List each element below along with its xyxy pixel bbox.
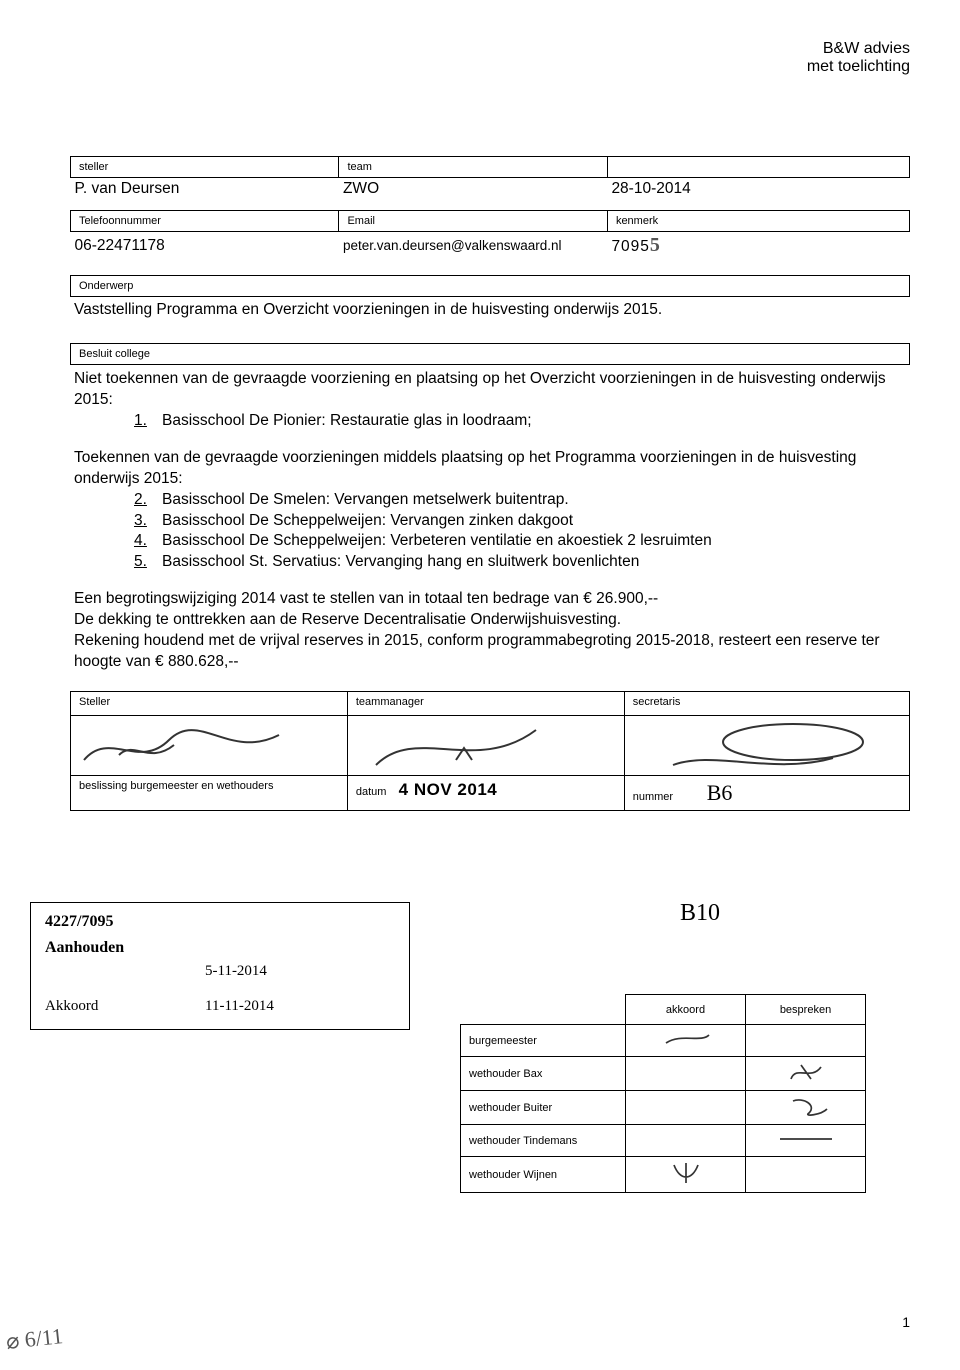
decision-status: Aanhouden (45, 939, 395, 957)
label-beslissing: beslissing burgemeester en wethouders (71, 775, 348, 810)
value-steller: P. van Deursen (71, 178, 339, 211)
decision-date1: 5-11-2014 (205, 963, 267, 980)
akk-ok (626, 1025, 746, 1057)
akk-name: burgemeester (461, 1025, 626, 1057)
label-datum: datum 4 NOV 2014 (347, 775, 624, 810)
akk-ok (626, 1057, 746, 1091)
decision-date2: 11-11-2014 (205, 998, 274, 1015)
page-number: 1 (902, 1314, 910, 1330)
label-email: Email (339, 211, 607, 232)
label-onderwerp: Onderwerp (70, 275, 910, 297)
li-num: 4. (134, 531, 162, 552)
nummer-handwritten: B6 (707, 780, 733, 805)
table-row: wethouder Tindemans (461, 1125, 866, 1157)
akk-head-akkoord: akkoord (626, 995, 746, 1025)
paraph-icon (666, 1161, 706, 1185)
decision-akkoord-label: Akkoord (45, 998, 205, 1015)
bio-handwritten: B10 (680, 900, 720, 927)
table-row: wethouder Wijnen (461, 1157, 866, 1193)
akkoord-table: akkoord bespreken burgemeester wethouder… (460, 994, 866, 1193)
decision-ref: 4227/7095 (45, 913, 395, 931)
akk-name: wethouder Bax (461, 1057, 626, 1091)
li-text: Basisschool De Smelen: Vervangen metselw… (162, 490, 569, 511)
li-num: 3. (134, 511, 162, 532)
akk-name: wethouder Buiter (461, 1091, 626, 1125)
label-besluit: Besluit college (70, 343, 910, 365)
margin-handwritten-note: ⌀ 6/11 (5, 1323, 64, 1355)
li-text: Basisschool St. Servatius: Vervanging ha… (162, 552, 639, 573)
header-line2: met toelichting (70, 58, 910, 76)
akk-name: wethouder Wijnen (461, 1157, 626, 1193)
sig-teammanager-cell (347, 715, 624, 775)
akk-name: wethouder Tindemans (461, 1125, 626, 1157)
besluit-p3: Een begrotingswijziging 2014 vast te ste… (74, 589, 906, 673)
label-team: team (339, 157, 607, 178)
signature-table: Steller teammanager secretaris beslissin… (70, 691, 910, 811)
label-telefoon: Telefoonnummer (71, 211, 339, 232)
doc-header: B&W advies met toelichting (70, 40, 910, 76)
paraph-icon (776, 1129, 836, 1149)
akk-bespreken (746, 1057, 866, 1091)
li-num: 5. (134, 552, 162, 573)
paraph-icon (781, 1095, 831, 1117)
akk-bespreken (746, 1091, 866, 1125)
label-sig-teammanager: teammanager (347, 691, 624, 715)
akk-ok (626, 1091, 746, 1125)
akk-bespreken (746, 1125, 866, 1157)
label-date-empty (607, 157, 909, 178)
kenmerk-printed: 7095 (611, 238, 649, 255)
sig-steller-cell (71, 715, 348, 775)
li-text: Basisschool De Scheppelweijen: Vervangen… (162, 511, 573, 532)
value-email: peter.van.deursen@valkenswaard.nl (339, 232, 607, 270)
besluit-p1: Niet toekennen van de gevraagde voorzien… (74, 369, 906, 411)
value-date: 28-10-2014 (607, 178, 909, 211)
li-text: Basisschool De Scheppelweijen: Verbetere… (162, 531, 712, 552)
kenmerk-hand: 5 (650, 234, 660, 256)
li-num: 2. (134, 490, 162, 511)
label-sig-steller: Steller (71, 691, 348, 715)
nummer-label-text: nummer (633, 791, 673, 803)
value-team: ZWO (339, 178, 607, 211)
paraph-icon (781, 1061, 831, 1083)
besluit-list1: 1.Basisschool De Pionier: Restauratie gl… (134, 411, 906, 432)
spacer (45, 963, 205, 980)
table-row: wethouder Buiter (461, 1091, 866, 1125)
signature-scribble-icon (79, 720, 299, 776)
decision-box: 4227/7095 Aanhouden 5-11-2014 Akkoord11-… (30, 902, 410, 1030)
header-line1: B&W advies (70, 40, 910, 58)
signature-scribble-icon (633, 720, 873, 776)
li-num: 1. (134, 411, 162, 432)
akk-head-empty (461, 995, 626, 1025)
label-kenmerk: kenmerk (607, 211, 909, 232)
value-kenmerk: 70955 (607, 232, 909, 270)
datum-label-text: datum (356, 786, 387, 798)
label-sig-secretaris: secretaris (624, 691, 909, 715)
akk-bespreken (746, 1157, 866, 1193)
table-row: burgemeester (461, 1025, 866, 1057)
meta-table-1: steller team P. van Deursen ZWO 28-10-20… (70, 156, 910, 269)
value-onderwerp: Vaststelling Programma en Overzicht voor… (70, 297, 910, 343)
value-telefoon: 06-22471178 (71, 232, 339, 270)
akk-bespreken (746, 1025, 866, 1057)
table-row: wethouder Bax (461, 1057, 866, 1091)
li-text: Basisschool De Pionier: Restauratie glas… (162, 411, 532, 432)
signature-scribble-icon (356, 720, 576, 776)
paraph-icon (661, 1029, 711, 1049)
akk-ok (626, 1157, 746, 1193)
label-nummer: nummer B6 (624, 775, 909, 810)
akk-head-bespreken: bespreken (746, 995, 866, 1025)
besluit-body: Niet toekennen van de gevraagde voorzien… (70, 365, 910, 673)
besluit-list2: 2.Basisschool De Smelen: Vervangen metse… (134, 490, 906, 574)
sig-secretaris-cell (624, 715, 909, 775)
label-steller: steller (71, 157, 339, 178)
akk-ok (626, 1125, 746, 1157)
besluit-p2: Toekennen van de gevraagde voorzieningen… (74, 448, 906, 490)
datum-handwritten: 4 NOV 2014 (399, 780, 498, 799)
